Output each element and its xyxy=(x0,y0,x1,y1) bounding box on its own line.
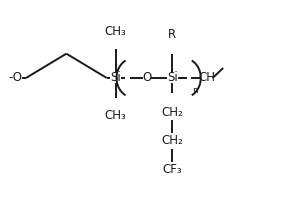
Text: Si: Si xyxy=(110,71,121,84)
Text: CH₃: CH₃ xyxy=(105,25,127,38)
Text: n: n xyxy=(193,86,198,95)
Text: CH₃: CH₃ xyxy=(105,109,127,122)
Text: CH₂: CH₂ xyxy=(161,134,183,147)
Text: R: R xyxy=(168,28,176,41)
Text: O: O xyxy=(142,71,152,84)
Text: Si: Si xyxy=(167,71,178,84)
Text: CH₂: CH₂ xyxy=(161,106,183,119)
Text: CH: CH xyxy=(198,71,215,84)
Text: CF₃: CF₃ xyxy=(163,163,182,176)
Text: -O: -O xyxy=(9,71,22,84)
